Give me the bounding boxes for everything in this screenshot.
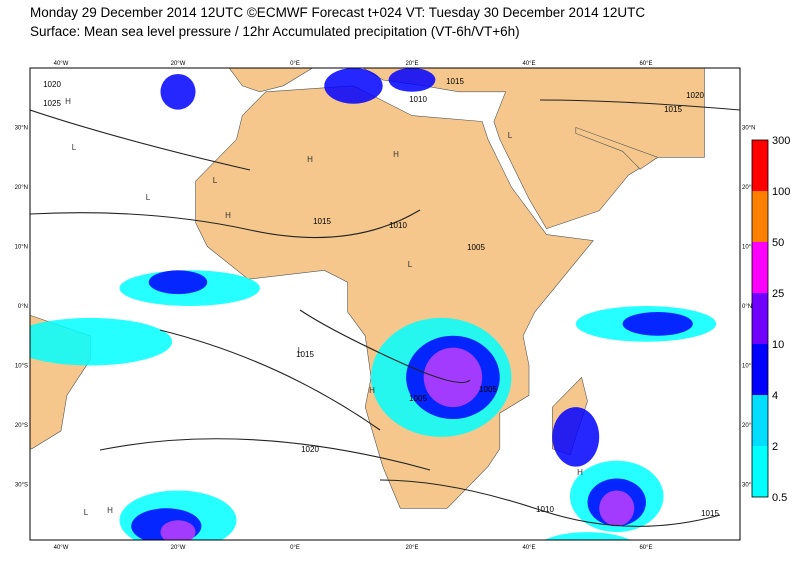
pressure-center: L bbox=[72, 143, 77, 152]
colorbar-band bbox=[752, 140, 768, 191]
isobar-label: 1015 bbox=[664, 105, 682, 114]
pressure-center: L bbox=[298, 346, 303, 355]
isobar-label: 1005 bbox=[467, 243, 485, 252]
pressure-center: H bbox=[307, 155, 313, 164]
lat-label: 20°S bbox=[742, 423, 755, 429]
lon-label: 20°E bbox=[405, 545, 418, 551]
pressure-center: L bbox=[508, 131, 513, 140]
lat-label: 10°N bbox=[15, 245, 28, 251]
colorbar-label: 10 bbox=[772, 339, 784, 351]
lon-label: 20°W bbox=[171, 545, 186, 551]
isobar bbox=[159, 329, 381, 431]
lat-label: 10°N bbox=[742, 245, 755, 251]
precip-area bbox=[423, 347, 483, 408]
colorbar-frame bbox=[751, 139, 769, 498]
lon-label: 20°E bbox=[405, 61, 418, 67]
colorbar-label: 4 bbox=[772, 390, 778, 402]
lon-label: 0°E bbox=[290, 545, 300, 551]
lon-label: 40°W bbox=[54, 61, 69, 67]
colorbar-label: 50 bbox=[772, 237, 784, 249]
isobar bbox=[30, 109, 251, 171]
precip-area bbox=[160, 520, 196, 540]
colorbar-label: 100 bbox=[772, 186, 790, 198]
lon-label: 40°E bbox=[522, 61, 535, 67]
pressure-center: L bbox=[146, 193, 151, 202]
pressure-center: L bbox=[213, 176, 218, 185]
lat-label: 20°N bbox=[15, 185, 28, 191]
land bbox=[575, 127, 659, 170]
isobar bbox=[539, 99, 740, 111]
land bbox=[228, 68, 314, 93]
isobar-label: 1005 bbox=[409, 394, 427, 403]
lat-label: 30°S bbox=[15, 483, 28, 489]
subtitle: Surface: Mean sea level pressure / 12hr … bbox=[30, 24, 520, 39]
lat-label: 30°S bbox=[742, 483, 755, 489]
lat-label: 30°N bbox=[15, 126, 28, 132]
colorbar-band bbox=[752, 446, 768, 497]
isobar-label: 1025 bbox=[43, 99, 61, 108]
colorbar-band bbox=[752, 242, 768, 293]
lat-label: 10°S bbox=[742, 364, 755, 370]
isobar-label: 1010 bbox=[389, 221, 407, 230]
pressure-center: H bbox=[369, 386, 375, 395]
precip-area bbox=[148, 270, 208, 295]
colorbar-band bbox=[752, 293, 768, 344]
pressure-center: L bbox=[84, 508, 89, 517]
lat-label: 20°N bbox=[742, 185, 755, 191]
lat-label: 20°S bbox=[15, 423, 28, 429]
precip-area bbox=[324, 68, 383, 104]
colorbar-band bbox=[752, 395, 768, 446]
precip-area bbox=[599, 490, 635, 527]
lon-label: 20°W bbox=[171, 61, 186, 67]
precip-area bbox=[622, 311, 693, 336]
lat-label: 0°N bbox=[742, 304, 752, 310]
isobar-label: 1015 bbox=[701, 509, 719, 518]
lon-label: 40°W bbox=[54, 545, 69, 551]
lon-label: 40°E bbox=[522, 545, 535, 551]
precip-area bbox=[543, 532, 632, 540]
precip-area bbox=[160, 73, 196, 110]
pressure-center: L bbox=[408, 260, 413, 269]
pressure-center: H bbox=[393, 150, 399, 159]
isobar-label: 1020 bbox=[43, 80, 61, 89]
isobar-label: 1010 bbox=[409, 95, 427, 104]
pressure-center: H bbox=[577, 468, 583, 477]
precip-area bbox=[388, 68, 436, 92]
isobar bbox=[30, 209, 421, 239]
colorbar-band bbox=[752, 344, 768, 395]
pressure-center: H bbox=[107, 506, 113, 515]
isobar bbox=[299, 309, 471, 383]
lat-label: 0°N bbox=[18, 304, 28, 310]
isobar-label: 1020 bbox=[686, 91, 704, 100]
colorbar-band bbox=[752, 191, 768, 242]
pressure-center: H bbox=[225, 211, 231, 220]
lat-label: 30°N bbox=[742, 126, 755, 132]
isobar-label: 1010 bbox=[536, 505, 554, 514]
colorbar-label: 300 bbox=[772, 135, 790, 147]
precip-area bbox=[30, 317, 173, 366]
precip-area bbox=[552, 407, 600, 467]
isobar-label: 1015 bbox=[296, 350, 314, 359]
isobar-label: 1015 bbox=[446, 77, 464, 86]
lon-label: 60°E bbox=[639, 545, 652, 551]
isobar-label: 1015 bbox=[313, 217, 331, 226]
colorbar-label: 0.5 bbox=[772, 492, 787, 504]
map-frame bbox=[29, 67, 741, 541]
pressure-center: H bbox=[65, 97, 71, 106]
isobar-label: 1020 bbox=[301, 445, 319, 454]
title: Monday 29 December 2014 12UTC ©ECMWF For… bbox=[30, 5, 646, 20]
colorbar-label: 2 bbox=[772, 441, 778, 453]
isobar-label: 1005 bbox=[479, 385, 497, 394]
lon-label: 60°E bbox=[639, 61, 652, 67]
isobar bbox=[379, 479, 721, 527]
lon-label: 0°E bbox=[290, 61, 300, 67]
isobar bbox=[99, 438, 431, 471]
lat-label: 10°S bbox=[15, 364, 28, 370]
colorbar-label: 25 bbox=[772, 288, 784, 300]
map-layer: 1020 1025 1015 1010 1015 1005 1015 1020 1005 1005… bbox=[30, 68, 740, 540]
